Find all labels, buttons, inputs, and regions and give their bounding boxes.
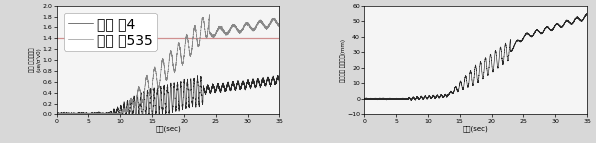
최적 줄4 xyxy=(65,114,72,115)
Line: 최적 줄535: 최적 줄535 xyxy=(57,15,280,114)
X-axis label: 시간(sec): 시간(sec) xyxy=(462,125,489,132)
최적 줄535 xyxy=(204,34,211,36)
최적 줄535 xyxy=(161,68,168,70)
최적 줄535 xyxy=(65,112,72,114)
최적 줄535 xyxy=(53,114,60,115)
최적 줄4 xyxy=(161,88,168,90)
Y-axis label: 과잉 공극수압비
(ue/σ'v0): 과잉 공극수압비 (ue/σ'v0) xyxy=(30,48,41,73)
최적 줄4 xyxy=(204,84,211,86)
최적 줄4 xyxy=(53,114,60,115)
X-axis label: 시간(sec): 시간(sec) xyxy=(155,125,181,132)
최적 줄535 xyxy=(276,26,283,28)
최적 줄4 xyxy=(111,113,119,115)
최적 줄535 xyxy=(206,14,213,15)
최적 줄4 xyxy=(274,75,281,76)
최적 줄4 xyxy=(142,110,149,111)
Y-axis label: 말뚝두부 수평변위(mm): 말뚝두부 수평변위(mm) xyxy=(340,39,346,82)
최적 줄4 xyxy=(137,93,144,95)
최적 줄535 xyxy=(137,93,144,95)
최적 줄535 xyxy=(142,84,149,85)
Line: 최적 줄4: 최적 줄4 xyxy=(57,75,280,114)
최적 줄4 xyxy=(276,82,283,83)
Legend: 최적 줄4, 최적 줄535: 최적 줄4, 최적 줄535 xyxy=(64,13,157,51)
최적 줄535 xyxy=(111,114,119,115)
